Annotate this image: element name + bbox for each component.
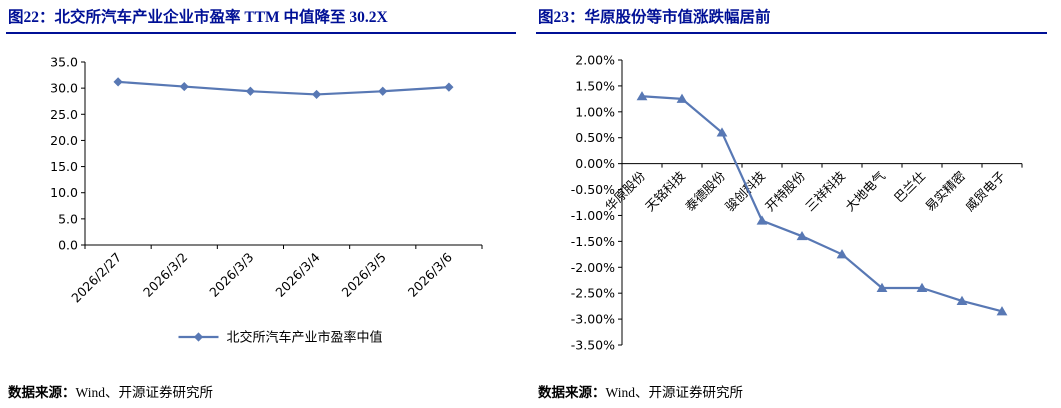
diamond-marker	[444, 82, 454, 92]
triangle-marker	[716, 127, 728, 137]
svg-text:-2.00%: -2.00%	[571, 260, 615, 275]
triangle-marker	[756, 215, 768, 225]
svg-text:2026/3/3: 2026/3/3	[206, 250, 256, 300]
svg-text:2026/3/2: 2026/3/2	[140, 250, 190, 300]
svg-text:-3.50%: -3.50%	[571, 338, 615, 353]
svg-text:-3.00%: -3.00%	[571, 312, 615, 327]
svg-text:-2.50%: -2.50%	[571, 286, 615, 301]
triangle-marker	[876, 282, 888, 292]
triangle-marker	[676, 93, 688, 103]
triangle-marker	[796, 230, 808, 241]
svg-text:威贸电子: 威贸电子	[962, 168, 1008, 214]
svg-text:-1.50%: -1.50%	[571, 234, 615, 249]
legend-label: 北交所汽车产业市盈率中值	[227, 330, 383, 346]
market-cap-change-line-chart: 2.00% 1.50% 1.00% 0.50% 0.00% -0.50% -1.00% -1.…	[571, 53, 1023, 353]
svg-text:1.00%: 1.00%	[575, 104, 615, 119]
svg-text:5.0: 5.0	[58, 211, 78, 226]
svg-text:20.0: 20.0	[50, 133, 78, 148]
svg-text:2.00%: 2.00%	[575, 53, 615, 68]
diamond-marker	[311, 89, 322, 100]
source-value: Wind、开源证券研究所	[75, 385, 213, 400]
svg-text:0.00%: 0.00%	[575, 156, 615, 171]
source-value: Wind、开源证券研究所	[605, 385, 743, 400]
svg-text:0.0: 0.0	[58, 238, 78, 253]
triangle-marker	[636, 91, 648, 101]
legend: 北交所汽车产业市盈率中值	[178, 330, 383, 346]
svg-text:2026/3/5: 2026/3/5	[339, 250, 389, 300]
svg-text:2026/3/4: 2026/3/4	[272, 249, 322, 299]
x-axis	[621, 163, 1023, 168]
figure-23-source: 数据来源：Wind、开源证券研究所	[530, 382, 1061, 408]
diamond-marker	[113, 77, 123, 87]
svg-text:易实精密: 易实精密	[922, 168, 968, 214]
svg-text:三祥科技: 三祥科技	[802, 168, 848, 214]
legend-diamond-marker	[193, 332, 204, 342]
triangle-marker	[836, 249, 848, 259]
series-line	[118, 80, 449, 96]
svg-text:开特股份: 开特股份	[762, 168, 808, 214]
diamond-marker	[378, 86, 388, 96]
svg-text:10.0: 10.0	[50, 185, 78, 200]
triangle-marker	[916, 282, 928, 292]
y-axis	[618, 59, 623, 346]
figure-23-title: 图23：华原股份等市值涨跌幅居前	[536, 0, 1047, 34]
svg-text:-1.00%: -1.00%	[571, 208, 615, 223]
svg-text:15.0: 15.0	[50, 159, 78, 174]
triangle-marker	[956, 295, 968, 305]
series-markers	[113, 77, 454, 100]
x-axis	[84, 244, 483, 249]
svg-text:35.0: 35.0	[50, 55, 78, 70]
source-label: 数据来源：	[538, 385, 606, 400]
diamond-marker	[245, 86, 256, 96]
svg-text:2026/3/6: 2026/3/6	[405, 249, 455, 299]
svg-text:-0.50%: -0.50%	[571, 182, 615, 197]
svg-text:大地电气: 大地电气	[842, 168, 888, 214]
svg-text:泰德股份: 泰德股份	[682, 168, 728, 214]
figure-22-source: 数据来源：Wind、开源证券研究所	[0, 382, 530, 408]
diamond-marker	[179, 81, 189, 92]
x-category-labels: 2026/2/27 2026/3/2 2026/3/3 2026/3/4 2026/3/…	[68, 249, 455, 305]
svg-text:25.0: 25.0	[50, 107, 78, 122]
svg-text:0.50%: 0.50%	[575, 130, 615, 145]
svg-text:骏创科技: 骏创科技	[722, 168, 768, 214]
figure-22-panel: 图22：北交所汽车产业企业市盈率 TTM 中值降至 30.2X 35.0 30.0…	[0, 0, 530, 408]
figure-23-panel: 图23：华原股份等市值涨跌幅居前 2.00% 1.50% 1.00% 0.50% 0.0…	[530, 0, 1061, 408]
figure-22-title: 图22：北交所汽车产业企业市盈率 TTM 中值降至 30.2X	[6, 0, 516, 34]
source-label: 数据来源：	[8, 385, 76, 400]
triangle-marker	[996, 306, 1008, 316]
svg-text:1.50%: 1.50%	[575, 78, 615, 93]
series-markers	[636, 91, 1008, 316]
y-tick-labels: 2.00% 1.50% 1.00% 0.50% 0.00% -0.50% -1.00% -1.…	[571, 53, 615, 353]
svg-text:巴兰仕: 巴兰仕	[891, 168, 928, 205]
svg-text:30.0: 30.0	[50, 81, 78, 96]
svg-text:天铭科技: 天铭科技	[642, 168, 688, 214]
series-line	[641, 95, 1003, 313]
svg-text:2026/2/27: 2026/2/27	[68, 250, 124, 306]
y-tick-labels: 35.0 30.0 25.0 20.0 15.0 10.0 5.0 0.0	[50, 55, 78, 253]
y-axis	[81, 61, 86, 246]
